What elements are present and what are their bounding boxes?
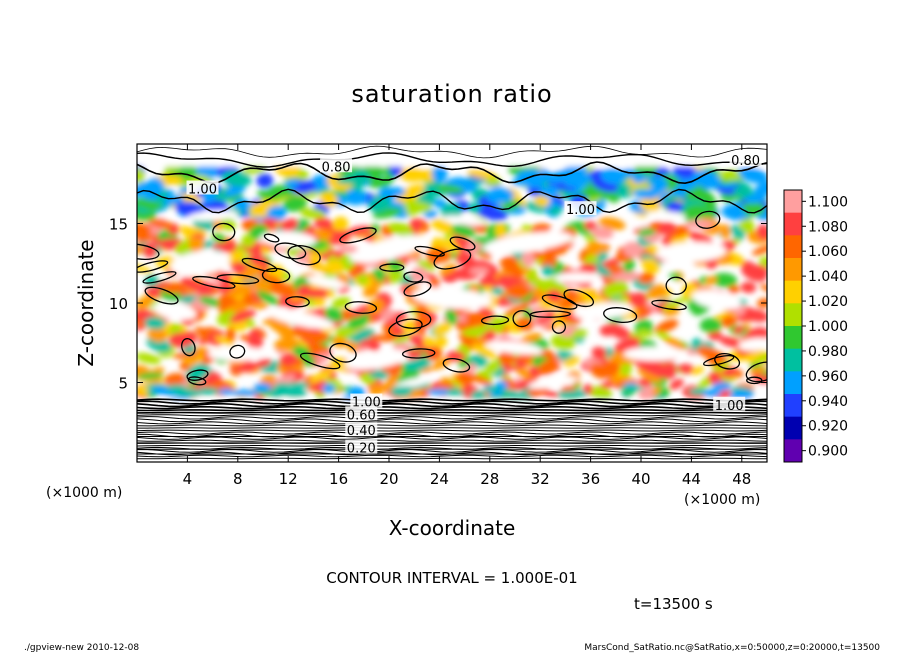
contour-label: 0.60 [347, 408, 376, 423]
y-tick-label: 10 [109, 295, 128, 313]
y-tick-label: 5 [118, 375, 128, 393]
colorbar-swatch [784, 303, 802, 327]
contour-label: 1.00 [188, 183, 217, 198]
colorbar-swatch [784, 416, 802, 440]
colorbar-tick-label: 0.900 [808, 444, 848, 460]
colorbar-tick-label: 0.960 [808, 369, 848, 385]
colorbar-tick-label: 0.920 [808, 419, 848, 435]
heatmap-area: 0.80 0.801.001.001.00 1.000.600.400.20 [137, 144, 767, 462]
colorbar-tick-label: 0.980 [808, 344, 848, 360]
colorbar-tick-label: 1.060 [808, 244, 848, 260]
x-tick-label: 12 [279, 470, 298, 488]
x-unit-label-right: (×1000 m) [684, 492, 760, 508]
x-axis-title: X-coordinate [389, 516, 516, 540]
contour-label: 1.00 [715, 399, 744, 414]
time-label: t=13500 s [634, 595, 713, 613]
x-tick-label: 4 [183, 470, 193, 488]
x-tick-label: 16 [329, 470, 348, 488]
colorbar-swatch [784, 212, 802, 236]
colorbar-swatch [784, 190, 802, 214]
colorbar-tick-label: 1.080 [808, 219, 848, 235]
y-axis-title: Z-coordinate [74, 239, 98, 366]
x-tick-label: 8 [233, 470, 243, 488]
x-tick-label: 36 [581, 470, 600, 488]
contour-label: 0.20 [347, 442, 376, 457]
chart-title: saturation ratio [351, 80, 552, 108]
colorbar-swatch [784, 371, 802, 395]
x-tick-label: 48 [732, 470, 751, 488]
x-tick-label: 40 [631, 470, 650, 488]
colorbar-tick-label: 1.040 [808, 269, 848, 285]
colorbar-swatch [784, 439, 802, 463]
x-unit-label-left: (×1000 m) [46, 485, 122, 501]
colorbar-swatch [784, 258, 802, 282]
contour-label: 0.80 [322, 160, 351, 175]
colorbar-tick-label: 1.100 [808, 194, 848, 210]
x-tick-label: 44 [682, 470, 701, 488]
colorbar-swatch [784, 280, 802, 304]
footer-right: MarsCond_SatRatio.nc@SatRatio,x=0:50000,… [584, 643, 880, 653]
contour-label: 0.80 [731, 154, 760, 169]
colorbar-tick-label: 0.940 [808, 394, 848, 410]
contour-label: 0.40 [347, 424, 376, 439]
colorbar-swatch [784, 394, 802, 418]
colorbar-swatch [784, 235, 802, 259]
x-tick-label: 24 [430, 470, 449, 488]
colorbar-tick-label: 1.020 [808, 294, 848, 310]
x-tick-label: 20 [379, 470, 398, 488]
contour-label: 1.00 [566, 203, 595, 218]
colorbar: 1.100 1.080 1.060 1.040 1.020 1.000 0.980 0.960… [783, 189, 848, 463]
colorbar-swatch [784, 348, 802, 372]
y-tick-label: 15 [109, 216, 128, 234]
footer-left: ./gpview-new 2010-12-08 [24, 643, 139, 653]
colorbar-swatch [784, 326, 802, 350]
contour-interval-text: CONTOUR INTERVAL = 1.000E-01 [326, 569, 577, 587]
colorbar-tick-label: 1.000 [808, 319, 848, 335]
x-tick-label: 28 [480, 470, 499, 488]
x-tick-label: 32 [531, 470, 550, 488]
